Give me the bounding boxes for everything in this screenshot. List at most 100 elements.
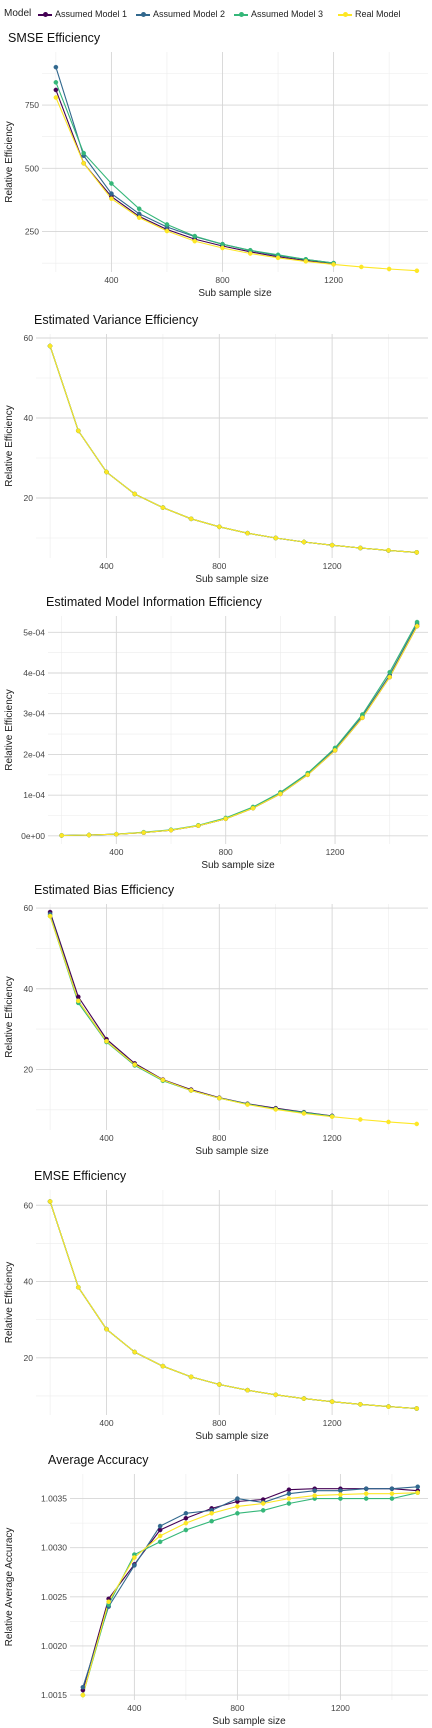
x-axis-label: Sub sample size (201, 860, 275, 871)
data-point (80, 1684, 86, 1690)
y-axis-label: Relative Efficiency (4, 121, 15, 203)
x-tick-label: 1200 (323, 561, 342, 571)
data-point (76, 428, 81, 434)
data-point (47, 343, 53, 349)
data-point (338, 1488, 343, 1494)
legend-item-assumed-model-2: Assumed Model 2 (136, 9, 225, 19)
x-axis-label: Sub sample size (195, 574, 269, 585)
x-tick-label: 800 (219, 847, 233, 857)
x-axis-label: Sub sample size (195, 1146, 269, 1157)
data-point (53, 80, 59, 85)
data-point (53, 64, 59, 70)
series-line (82, 1486, 418, 1688)
data-point (106, 1599, 111, 1605)
y-tick-label: 1.0015 (41, 1690, 67, 1700)
data-point (132, 1062, 138, 1067)
y-tick-label: 40 (24, 413, 34, 423)
y-tick-label: 250 (25, 227, 39, 237)
series-line (49, 1201, 417, 1410)
chart-panel: SMSE Efficiency 400 800 1200 250 500 750 Sub sa… (4, 31, 428, 299)
data-point (358, 545, 363, 551)
legend-key-icon (338, 11, 352, 19)
chart-panel: Average Accuracy 400 800 1200 1.0015 1.0020 1.… (4, 1453, 428, 1727)
data-point (104, 1038, 109, 1044)
data-point (81, 160, 86, 166)
data-point (53, 87, 59, 93)
y-tick-label: 40 (24, 1277, 34, 1287)
data-point (273, 1392, 279, 1398)
data-point (157, 1527, 163, 1533)
series-line (55, 97, 417, 272)
data-point (389, 1496, 395, 1501)
data-point (183, 1515, 189, 1521)
chart-panel: Estimated Bias Efficiency 400 800 1200 20 40 6… (4, 883, 428, 1157)
series-line (49, 915, 417, 1125)
data-point (329, 1399, 335, 1404)
x-tick-label: 400 (109, 847, 123, 857)
data-point (414, 550, 420, 555)
series-line (49, 911, 333, 1117)
data-point (109, 196, 114, 201)
series-line (49, 345, 417, 553)
data-point (312, 1493, 317, 1498)
data-point (136, 206, 142, 212)
legend-label: Assumed Model 3 (251, 9, 324, 19)
data-point (164, 222, 170, 227)
data-point (260, 1508, 266, 1513)
data-point (136, 215, 142, 220)
legend-label: Assumed Model 1 (55, 9, 128, 19)
data-point (183, 1520, 189, 1526)
data-point (136, 211, 142, 217)
y-tick-label: 1.0020 (41, 1641, 67, 1651)
y-tick-label: 500 (25, 163, 39, 173)
data-point (358, 1117, 363, 1122)
chart-title: SMSE Efficiency (8, 31, 101, 45)
data-point (160, 1363, 166, 1369)
y-tick-label: 4e-04 (23, 668, 45, 678)
legend-item-assumed-model-1: Assumed Model 1 (38, 9, 127, 19)
x-tick-label: 800 (212, 1133, 226, 1143)
data-point (76, 1284, 81, 1290)
data-point (387, 669, 393, 675)
data-point (338, 1496, 343, 1501)
y-tick-label: 1.0030 (41, 1543, 67, 1553)
data-point (168, 827, 174, 833)
data-point (245, 1387, 250, 1393)
y-tick-label: 20 (24, 1064, 34, 1074)
data-point (132, 1349, 138, 1355)
data-point (141, 830, 146, 835)
data-point (260, 1501, 266, 1506)
data-point (273, 535, 279, 541)
x-tick-label: 400 (99, 561, 113, 571)
data-point (360, 715, 365, 721)
y-tick-label: 0e+00 (21, 831, 45, 841)
y-tick-label: 750 (25, 100, 39, 110)
data-point (132, 491, 138, 497)
data-point (220, 245, 225, 251)
data-point (389, 1486, 395, 1492)
data-point (414, 619, 420, 625)
data-point (301, 1111, 307, 1116)
data-point (312, 1488, 317, 1494)
data-point (81, 150, 86, 156)
legend-item-assumed-model-3: Assumed Model 3 (234, 9, 323, 19)
y-tick-label: 20 (24, 493, 34, 503)
data-point (389, 1491, 395, 1496)
data-point (80, 1692, 86, 1698)
series-line (49, 913, 333, 1117)
data-point (301, 539, 307, 545)
chart-title: Average Accuracy (48, 1453, 149, 1467)
x-tick-label: 1200 (323, 1418, 342, 1428)
data-point (235, 1511, 240, 1516)
data-point (329, 542, 335, 548)
data-point (415, 1484, 420, 1490)
y-tick-label: 1.0035 (41, 1494, 67, 1504)
data-point (209, 1518, 214, 1524)
y-tick-label: 1e-04 (23, 790, 45, 800)
data-point (386, 548, 391, 553)
data-point (358, 1402, 363, 1407)
legend: Model Assumed Model 1 Assumed Model 2 As… (0, 0, 432, 30)
data-point (192, 233, 198, 239)
